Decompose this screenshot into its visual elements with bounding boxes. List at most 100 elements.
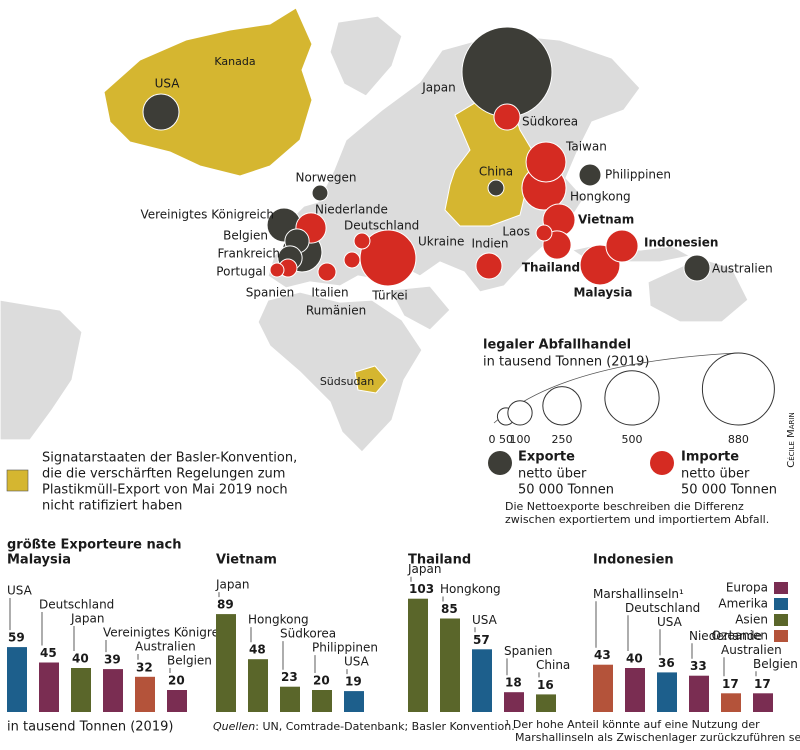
bubble: [487, 179, 505, 197]
value-label: 23: [281, 670, 298, 684]
bar: [135, 676, 155, 712]
category-label: Deutschland: [625, 601, 700, 615]
region-label: Südsudan: [320, 375, 374, 388]
legend-text: 50 000 Tonnen: [518, 483, 614, 498]
legend-title: Exporte: [518, 450, 575, 465]
country-label: Laos: [502, 225, 530, 239]
country-label: Portugal: [216, 265, 266, 279]
credit: Cécile Marin: [786, 412, 797, 467]
value-label: 20: [313, 674, 330, 688]
signatory-text: die die verschärften Regelungen zum: [42, 467, 285, 482]
category-label: Japan: [70, 612, 104, 626]
country-label: China: [479, 165, 513, 179]
sources: Quellen: UN, Comtrade-Datenbank; Basler …: [213, 720, 515, 733]
category-label: Deutschland: [39, 598, 114, 612]
sources-label: Quellen: [213, 720, 255, 733]
value-label: 57: [473, 633, 490, 647]
category-label: Hongkong: [440, 582, 501, 596]
category-label: Belgien: [167, 654, 212, 668]
country-label: Italien: [311, 286, 348, 300]
size-legend-label: 880: [728, 433, 749, 446]
category-label: Australien: [135, 640, 196, 654]
country-label: Thailand: [522, 261, 580, 275]
value-label: 36: [658, 656, 675, 670]
bar: [689, 675, 709, 712]
size-legend-title: legaler Abfallhandel: [483, 338, 631, 353]
country-label: Deutschland: [344, 219, 419, 233]
country-label: Japan: [421, 81, 455, 95]
country-label: Indonesien: [644, 236, 718, 250]
value-label: 40: [72, 652, 89, 666]
category-label: Südkorea: [280, 627, 336, 641]
bar: [39, 662, 59, 712]
category-label: Australien: [721, 643, 782, 657]
bar: [472, 649, 492, 712]
charts-heading: größte Exporteure nach: [7, 538, 182, 553]
country-label: Spanien: [246, 286, 295, 300]
value-label: 59: [8, 631, 25, 645]
bar: [625, 668, 645, 712]
bubble: [142, 93, 180, 131]
country-label: Australien: [712, 262, 773, 276]
value-label: 43: [594, 648, 611, 662]
region-legend-swatch: [774, 582, 788, 594]
country-label: Norwegen: [295, 171, 356, 185]
value-label: 33: [690, 659, 707, 673]
legend-title: Importe: [681, 450, 739, 465]
arabia: [389, 285, 451, 331]
chart-title: Vietnam: [216, 553, 277, 568]
country-label: Rumänien: [306, 304, 366, 318]
africa: [257, 291, 423, 453]
size-legend-label: 250: [552, 433, 573, 446]
bubble: [605, 229, 639, 263]
category-label: Philippinen: [312, 641, 378, 655]
note: zwischen exportiertem und importiertem A…: [505, 513, 769, 526]
greenland: [329, 15, 403, 97]
value-label: 40: [626, 652, 643, 666]
category-label: China: [536, 658, 570, 672]
country-label: Taiwan: [565, 140, 607, 154]
chart-title: Malaysia: [7, 553, 71, 568]
value-label: 20: [168, 674, 185, 688]
bar: [657, 672, 677, 712]
bar: [312, 690, 332, 712]
sources-text: : UN, Comtrade-Datenbank; Basler Konvent…: [255, 720, 514, 733]
value-label: 17: [754, 677, 771, 691]
legend-text: 50 000 Tonnen: [681, 483, 777, 498]
category-label: Japan: [215, 578, 249, 592]
bar: [721, 693, 741, 712]
value-label: 45: [40, 646, 57, 660]
bubble: [317, 262, 337, 282]
bubble-layer: [142, 26, 711, 287]
size-legend-label: 50: [499, 433, 513, 446]
legend-swatch: [650, 451, 674, 475]
size-legend-circle: [542, 386, 582, 426]
chart-title: Indonesien: [593, 553, 674, 568]
bubble: [493, 103, 521, 131]
legend-text: netto über: [681, 467, 750, 482]
size-legend-circle: [701, 352, 775, 426]
note: Die Nettoexporte beschreiben die Differe…: [505, 500, 744, 513]
value-label: 48: [249, 643, 266, 657]
category-label: Niederlande: [689, 629, 762, 643]
value-label: 32: [136, 660, 153, 674]
region-legend-label: Europa: [726, 581, 768, 595]
bar: [440, 618, 460, 712]
region-legend-swatch: [774, 614, 788, 626]
category-label: USA: [7, 584, 33, 598]
bar: [216, 614, 236, 712]
bubble: [311, 184, 329, 202]
signatory-text: nicht ratifiziert haben: [42, 499, 182, 514]
country-label: Vereinigtes Königreich: [140, 208, 274, 222]
footnote: Marshallinseln als Zwischenlager zurückz…: [515, 731, 800, 744]
bar: [753, 693, 773, 712]
country-label: Philippinen: [605, 168, 671, 182]
value-label: 89: [217, 598, 234, 612]
value-label: 103: [409, 582, 434, 596]
region-legend-label: Ozeanien: [712, 629, 768, 643]
chart-title: Thailand: [408, 553, 471, 568]
country-label: Niederlande: [315, 203, 388, 217]
country-label: Indien: [471, 237, 508, 251]
bar: [593, 664, 613, 712]
